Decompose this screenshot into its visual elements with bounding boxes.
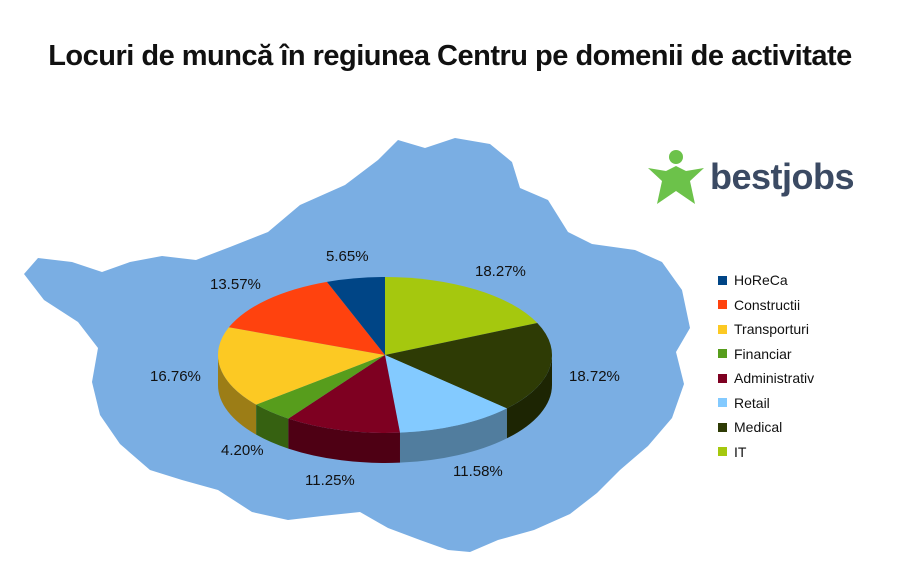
pie-side-retail bbox=[399, 408, 507, 463]
brand-name: bestjobs bbox=[710, 156, 855, 197]
legend-swatch bbox=[718, 275, 727, 285]
legend-label: IT bbox=[734, 443, 747, 460]
legend-label: Constructii bbox=[734, 296, 801, 313]
legend-label: HoReCa bbox=[734, 272, 788, 289]
pie-slice-administrativ[interactable] bbox=[288, 355, 400, 433]
legend-swatch bbox=[718, 349, 727, 359]
bestjobs-logo[interactable]: bestjobs bbox=[646, 148, 886, 208]
legend-item-financiar: Financiar bbox=[718, 342, 814, 367]
pie-slice-constructii[interactable] bbox=[228, 281, 385, 355]
value-label-retail: 11.58% bbox=[453, 463, 503, 480]
pie-slice-horeca[interactable] bbox=[326, 277, 385, 355]
value-label-horeca: 5.65% bbox=[326, 248, 369, 265]
legend-swatch bbox=[718, 398, 727, 408]
pie-slice-transporturi[interactable] bbox=[217, 327, 385, 405]
legend-swatch bbox=[718, 447, 727, 457]
value-label-it: 18.27% bbox=[475, 263, 526, 280]
legend-label: Financiar bbox=[734, 345, 792, 362]
pie-side-financiar bbox=[256, 404, 289, 449]
legend-item-retail: Retail bbox=[718, 391, 814, 416]
pie-slice-medical[interactable] bbox=[385, 322, 552, 409]
chart-legend: HoReCa Constructii Transporturi Financiar Ad… bbox=[718, 268, 814, 464]
pie-slice-retail[interactable] bbox=[385, 355, 507, 433]
legend-item-constructii: Constructii bbox=[718, 293, 814, 318]
value-label-financiar: 4.20% bbox=[221, 442, 264, 459]
chart-title: Locuri de muncă în regiunea Centru pe do… bbox=[48, 40, 852, 72]
legend-item-medical: Medical bbox=[718, 415, 814, 440]
legend-swatch bbox=[718, 324, 727, 334]
legend-label: Retail bbox=[734, 394, 770, 411]
legend-swatch bbox=[718, 373, 727, 383]
pie-slice-it[interactable] bbox=[385, 277, 538, 355]
pie-side-transporturi bbox=[218, 355, 257, 435]
person-star-icon bbox=[648, 150, 704, 204]
legend-item-transporturi: Transporturi bbox=[718, 317, 814, 342]
legend-label: Administrativ bbox=[734, 370, 815, 387]
legend-item-administrativ: Administrativ bbox=[718, 366, 814, 391]
value-label-constructii: 13.57% bbox=[210, 276, 261, 293]
pie-slice-financiar[interactable] bbox=[256, 355, 385, 419]
legend-item-it: IT bbox=[718, 440, 814, 465]
pie-side-administrativ bbox=[288, 418, 400, 463]
legend-swatch bbox=[718, 422, 727, 432]
value-label-administrativ: 11.25% bbox=[305, 472, 355, 489]
value-label-transporturi: 16.76% bbox=[150, 368, 201, 385]
legend-item-horeca: HoReCa bbox=[718, 268, 814, 293]
pie-side-medical bbox=[506, 355, 552, 439]
legend-label: Medical bbox=[734, 419, 783, 436]
value-label-medical: 18.72% bbox=[569, 368, 620, 385]
legend-swatch bbox=[718, 300, 727, 310]
legend-label: Transporturi bbox=[734, 321, 809, 338]
